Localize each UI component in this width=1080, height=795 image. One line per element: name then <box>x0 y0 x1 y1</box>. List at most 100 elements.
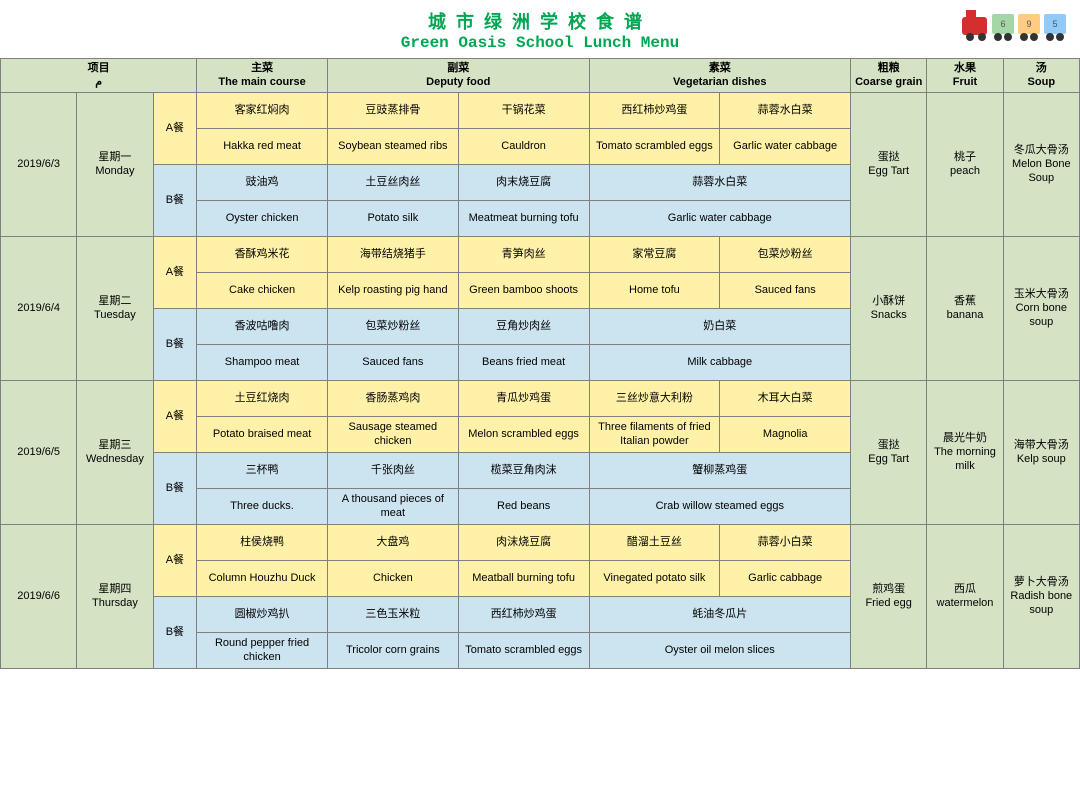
dish-cn: 大盘鸡 <box>327 524 458 560</box>
dish-cn: 香波咕噜肉 <box>197 308 328 344</box>
dish-cn: 蟹柳蒸鸡蛋 <box>589 452 851 488</box>
dish-en: Sausage steamed chicken <box>327 416 458 452</box>
dish-cn: 圆椒炒鸡扒 <box>197 596 328 632</box>
hdr-veg: 素菜 Vegetarian dishes <box>589 59 851 93</box>
dish-en: Three ducks. <box>197 488 328 524</box>
dish-cn: 西红柿炒鸡蛋 <box>589 92 720 128</box>
page-header: 城市绿洲学校食谱 Green Oasis School Lunch Menu 6… <box>0 0 1080 58</box>
dish-en: Garlic cabbage <box>720 560 851 596</box>
dish-cn: 香酥鸡米花 <box>197 236 328 272</box>
dish-cn: 包菜炒粉丝 <box>720 236 851 272</box>
dish-en: Garlic water cabbage <box>720 128 851 164</box>
dish-cn: 包菜炒粉丝 <box>327 308 458 344</box>
meal-b-label: B餐 <box>153 308 197 380</box>
meal-a-label: A餐 <box>153 380 197 452</box>
dish-en: Shampoo meat <box>197 344 328 380</box>
dish-cn: 干锅花菜 <box>458 92 589 128</box>
dish-en: Vinegated potato silk <box>589 560 720 596</box>
dish-en: Green bamboo shoots <box>458 272 589 308</box>
menu-table: 项目 م 主菜 The main course 副菜 Deputy food 素… <box>0 58 1080 669</box>
dish-cn: 土豆红烧肉 <box>197 380 328 416</box>
soup-cell: 海带大骨汤Kelp soup <box>1003 380 1079 524</box>
dish-cn: 榄菜豆角肉沫 <box>458 452 589 488</box>
hdr-soup: 汤 Soup <box>1003 59 1079 93</box>
soup-cell: 萝卜大骨汤Radish bone soup <box>1003 524 1079 668</box>
svg-text:6: 6 <box>1000 19 1005 29</box>
table-header: 项目 م 主菜 The main course 副菜 Deputy food 素… <box>1 59 1080 93</box>
date-cell: 2019/6/6 <box>1 524 77 668</box>
dish-en: Tomato scrambled eggs <box>458 632 589 668</box>
dish-cn: 蒜蓉小白菜 <box>720 524 851 560</box>
meal-a-label: A餐 <box>153 236 197 308</box>
hdr-item: 项目 م <box>1 59 197 93</box>
dish-cn: 豆豉蒸排骨 <box>327 92 458 128</box>
dow-cell: 星期二Tuesday <box>77 236 153 380</box>
dow-cell: 星期四Thursday <box>77 524 153 668</box>
dish-cn: 蚝油冬瓜片 <box>589 596 851 632</box>
dish-en: Three filaments of fried Italian powder <box>589 416 720 452</box>
fruit-cell: 西瓜watermelon <box>927 524 1003 668</box>
svg-text:5: 5 <box>1052 19 1057 29</box>
dish-en: Oyster oil melon slices <box>589 632 851 668</box>
meal-b-label: B餐 <box>153 164 197 236</box>
dow-cell: 星期一Monday <box>77 92 153 236</box>
fruit-cell: 桃子peach <box>927 92 1003 236</box>
dish-cn: 家常豆腐 <box>589 236 720 272</box>
dish-en: Red beans <box>458 488 589 524</box>
dish-cn: 青笋肉丝 <box>458 236 589 272</box>
dish-en: Melon scrambled eggs <box>458 416 589 452</box>
fruit-cell: 晨光牛奶The morning milk <box>927 380 1003 524</box>
dish-cn: 柱侯烧鸭 <box>197 524 328 560</box>
dish-cn: 土豆丝肉丝 <box>327 164 458 200</box>
dish-cn: 醋溜土豆丝 <box>589 524 720 560</box>
dish-cn: 客家红焖肉 <box>197 92 328 128</box>
title-en: Green Oasis School Lunch Menu <box>0 34 1080 52</box>
title-cn: 城市绿洲学校食谱 <box>0 8 1080 34</box>
dish-cn: 奶白菜 <box>589 308 851 344</box>
meal-b-label: B餐 <box>153 452 197 524</box>
dish-en: Kelp roasting pig hand <box>327 272 458 308</box>
dish-cn: 蒜蓉水白菜 <box>589 164 851 200</box>
dish-en: Crab willow steamed eggs <box>589 488 851 524</box>
dish-en: Beans fried meat <box>458 344 589 380</box>
dish-cn: 海带结烧猪手 <box>327 236 458 272</box>
meal-a-label: A餐 <box>153 524 197 596</box>
dish-en: Tomato scrambled eggs <box>589 128 720 164</box>
hdr-fruit: 水果 Fruit <box>927 59 1003 93</box>
dish-en: Potato silk <box>327 200 458 236</box>
dish-cn: 千张肉丝 <box>327 452 458 488</box>
dish-en: A thousand pieces of meat <box>327 488 458 524</box>
dish-en: Column Houzhu Duck <box>197 560 328 596</box>
dish-cn: 豉油鸡 <box>197 164 328 200</box>
dish-en: Cauldron <box>458 128 589 164</box>
coarse-cell: 蛋挞Egg Tart <box>851 380 927 524</box>
hdr-main: 主菜 The main course <box>197 59 328 93</box>
dish-en: Magnolia <box>720 416 851 452</box>
dish-en: Sauced fans <box>720 272 851 308</box>
dish-en: Milk cabbage <box>589 344 851 380</box>
dish-en: Soybean steamed ribs <box>327 128 458 164</box>
svg-text:9: 9 <box>1026 19 1031 29</box>
dish-en: Potato braised meat <box>197 416 328 452</box>
meal-a-label: A餐 <box>153 92 197 164</box>
dish-cn: 肉末烧豆腐 <box>458 164 589 200</box>
hdr-deputy: 副菜 Deputy food <box>327 59 589 93</box>
dish-cn: 豆角炒肉丝 <box>458 308 589 344</box>
date-cell: 2019/6/5 <box>1 380 77 524</box>
date-cell: 2019/6/4 <box>1 236 77 380</box>
dish-en: Sauced fans <box>327 344 458 380</box>
meal-b-label: B餐 <box>153 596 197 668</box>
dish-cn: 青瓜炒鸡蛋 <box>458 380 589 416</box>
dish-cn: 三丝炒意大利粉 <box>589 380 720 416</box>
coarse-cell: 小酥饼Snacks <box>851 236 927 380</box>
dish-en: Home tofu <box>589 272 720 308</box>
coarse-cell: 蛋挞Egg Tart <box>851 92 927 236</box>
dish-en: Chicken <box>327 560 458 596</box>
dish-en: Round pepper fried chicken <box>197 632 328 668</box>
dish-en: Cake chicken <box>197 272 328 308</box>
dish-en: Hakka red meat <box>197 128 328 164</box>
dish-cn: 三杯鸭 <box>197 452 328 488</box>
dish-cn: 香肠蒸鸡肉 <box>327 380 458 416</box>
dish-cn: 肉沫烧豆腐 <box>458 524 589 560</box>
dish-en: Oyster chicken <box>197 200 328 236</box>
